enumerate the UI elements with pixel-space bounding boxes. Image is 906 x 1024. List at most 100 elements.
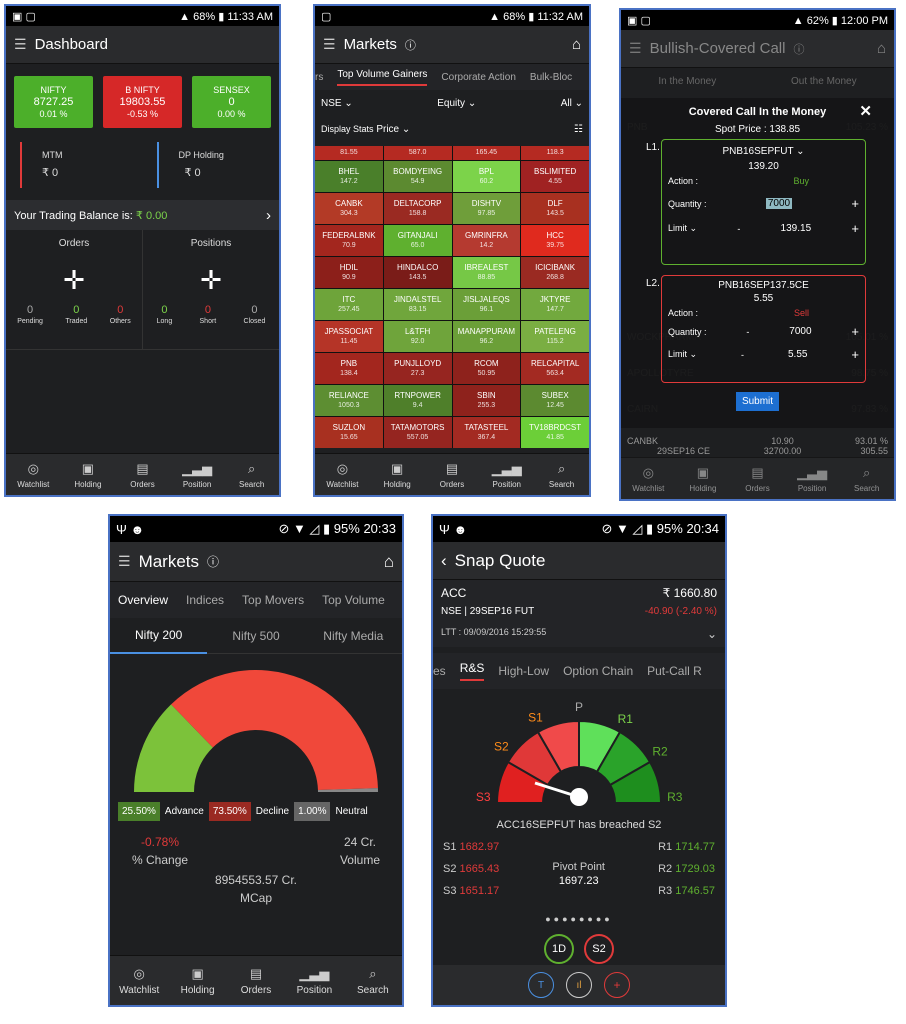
tab-option-chain[interactable]: Option Chain: [563, 664, 634, 678]
tab-out-the-money[interactable]: Out the Money: [791, 75, 857, 87]
nav-position[interactable]: ▁▃▅ Position: [479, 454, 534, 495]
info-icon[interactable]: ⓘ: [207, 555, 220, 569]
heatmap-cell[interactable]: DLF 143.5: [521, 193, 589, 224]
nav-orders[interactable]: ▤ Orders: [425, 454, 480, 495]
index-tile-sensex[interactable]: SENSEX 0 0.00 %: [192, 76, 271, 128]
heatmap-cell[interactable]: SBIN 255.3: [452, 385, 521, 416]
heatmap-cell[interactable]: HINDALCO 143.5: [383, 257, 452, 288]
nav-search[interactable]: ⌕ Search: [534, 454, 589, 495]
heatmap-cell[interactable]: ITC 257.45: [315, 289, 383, 320]
heatmap-cell[interactable]: L&TFH 92.0: [383, 321, 452, 352]
nav-position[interactable]: ▁▃▅ Position: [285, 956, 343, 1005]
menu-icon[interactable]: ☰: [118, 553, 131, 569]
tab-rs[interactable]: R&S: [459, 661, 485, 681]
heatmap-cell[interactable]: GMRINFRA 14.2: [452, 225, 521, 256]
trading-balance-bar[interactable]: Your Trading Balance is: ₹ 0.00 ›: [6, 200, 279, 230]
display-select[interactable]: Price ⌄: [376, 124, 410, 135]
home-icon[interactable]: ⌂: [876, 40, 886, 57]
heatmap-cell[interactable]: JISLJALEQS 96.1: [452, 289, 521, 320]
nav-search[interactable]: ⌕ Search: [344, 956, 402, 1005]
heatmap-cell[interactable]: BHEL 147.2: [315, 161, 383, 192]
list-view-icon[interactable]: ☷: [574, 123, 583, 135]
heatmap-cell[interactable]: FEDERALBNK 70.9: [315, 225, 383, 256]
subtab-nifty-media[interactable]: Nifty Media: [323, 628, 384, 643]
minus-icon[interactable]: -: [741, 349, 745, 360]
info-icon[interactable]: ⓘ: [404, 39, 416, 52]
heatmap-cell[interactable]: RELCAPITAL 563.4: [521, 353, 589, 384]
nav-holding[interactable]: ▣ Holding: [168, 956, 226, 1005]
nav-holding[interactable]: ▣ Holding: [61, 454, 116, 495]
heatmap-cell[interactable]: TATASTEEL 367.4: [452, 417, 521, 448]
orders-section[interactable]: Orders ✛ 0 Pending 0 Traded 0 Others: [6, 230, 143, 349]
mtm-box[interactable]: MTM ₹ 0: [20, 142, 143, 188]
dp-holding-box[interactable]: DP Holding ₹ 0: [156, 142, 280, 188]
heatmap-cell[interactable]: JINDALSTEL 83.15: [383, 289, 452, 320]
tab-indices[interactable]: Indices: [186, 593, 225, 607]
heatmap-cell[interactable]: 118.3: [521, 146, 589, 160]
heatmap-cell[interactable]: HDIL 90.9: [315, 257, 383, 288]
tab-prev[interactable]: rs: [315, 71, 324, 83]
heatmap-cell[interactable]: 165.45: [452, 146, 521, 160]
heatmap-cell[interactable]: 587.0: [383, 146, 452, 160]
heatmap-cell[interactable]: BPL 60.2: [452, 161, 521, 192]
leg2-contract[interactable]: PNB16SEP137.5CE: [718, 280, 809, 291]
plus-icon[interactable]: ✛: [63, 265, 85, 295]
plus-icon[interactable]: ✛: [200, 265, 222, 295]
heatmap-cell[interactable]: DELTACORP 158.8: [383, 193, 452, 224]
heatmap-cell[interactable]: PUNJLLOYD 27.3: [383, 353, 452, 384]
heatmap-cell[interactable]: SUZLON 15.65: [315, 417, 383, 448]
leg2-limit-input[interactable]: 5.55: [787, 349, 808, 360]
back-icon[interactable]: ‹: [441, 550, 447, 570]
leg2-action[interactable]: Sell: [793, 308, 809, 318]
segment-select[interactable]: Equity ⌄: [437, 98, 476, 109]
nav-orders[interactable]: ▤ Orders: [115, 454, 170, 495]
menu-icon[interactable]: ☰: [14, 36, 27, 52]
heatmap-cell[interactable]: JPASSOCIAT 11.45: [315, 321, 383, 352]
tab-top-volume-gainers[interactable]: Top Volume Gainers: [337, 69, 428, 86]
chevron-down-icon[interactable]: ⌄: [706, 627, 717, 641]
heatmap-cell[interactable]: MANAPPURAM 96.2: [452, 321, 521, 352]
level-chip[interactable]: S2: [584, 934, 614, 964]
plus-icon[interactable]: +: [851, 196, 859, 211]
list-row-canbk[interactable]: CANBK 29SEP16 CE 10.90 32700.00 93.01 % 305.5…: [627, 436, 888, 456]
info-icon[interactable]: ⓘ: [793, 43, 805, 56]
heatmap-cell[interactable]: CANBK 304.3: [315, 193, 383, 224]
index-tile-nifty[interactable]: NIFTY 8727.25 0.01 %: [14, 76, 93, 128]
nav-watchlist[interactable]: ◎ Watchlist: [110, 956, 168, 1005]
nav-position[interactable]: ▁▃▅ Position: [170, 454, 225, 495]
heatmap-cell[interactable]: RELIANCE 1050.3: [315, 385, 383, 416]
tab-put-call[interactable]: Put-Call R: [647, 664, 702, 678]
plus-icon[interactable]: +: [851, 324, 859, 339]
heatmap-cell[interactable]: BSLIMITED 4.55: [521, 161, 589, 192]
subtab-nifty500[interactable]: Nifty 500: [232, 628, 280, 643]
chart-button[interactable]: ıl: [566, 972, 592, 998]
page-dots[interactable]: ●●●●●●●●: [545, 914, 613, 924]
nav-holding[interactable]: ▣ Holding: [370, 454, 425, 495]
heatmap-cell[interactable]: 81.55: [315, 146, 383, 160]
leg2-quantity-input[interactable]: 7000: [789, 326, 812, 337]
nav-watchlist[interactable]: ◎ Watchlist: [621, 458, 676, 499]
nav-holding[interactable]: ▣ Holding: [676, 458, 731, 499]
tab-prev[interactable]: es: [433, 664, 446, 678]
leg1-contract-select[interactable]: PNB16SEPFUT ⌄: [662, 146, 865, 157]
index-tile-banknifty[interactable]: B NIFTY 19803.55 -0.53 %: [103, 76, 182, 128]
home-icon[interactable]: ⌂: [383, 551, 394, 571]
trade-button[interactable]: T: [528, 972, 554, 998]
heatmap-cell[interactable]: SUBEX 12.45: [521, 385, 589, 416]
nav-orders[interactable]: ▤ Orders: [730, 458, 785, 499]
leg1-action[interactable]: Buy: [793, 176, 809, 186]
tab-corporate-action[interactable]: Corporate Action: [441, 71, 516, 83]
heatmap-cell[interactable]: PATELENG 115.2: [521, 321, 589, 352]
tab-in-the-money[interactable]: In the Money: [658, 75, 717, 87]
heatmap-cell[interactable]: HCC 39.75: [521, 225, 589, 256]
menu-icon[interactable]: ☰: [323, 36, 336, 52]
heatmap-cell[interactable]: TV18BRDCST 41.85: [521, 417, 589, 448]
tab-bulk-block[interactable]: Bulk-Bloc: [529, 71, 573, 83]
positions-section[interactable]: Positions ✛ 0 Long 0 Short 0 Closed: [143, 230, 279, 349]
tab-top-movers[interactable]: Top Movers: [242, 593, 305, 607]
tab-top-volume[interactable]: Top Volume: [322, 593, 385, 607]
nav-position[interactable]: ▁▃▅ Position: [785, 458, 840, 499]
nav-orders[interactable]: ▤ Orders: [227, 956, 285, 1005]
heatmap-cell[interactable]: DISHTV 97.85: [452, 193, 521, 224]
heatmap-cell[interactable]: ICICIBANK 268.8: [521, 257, 589, 288]
